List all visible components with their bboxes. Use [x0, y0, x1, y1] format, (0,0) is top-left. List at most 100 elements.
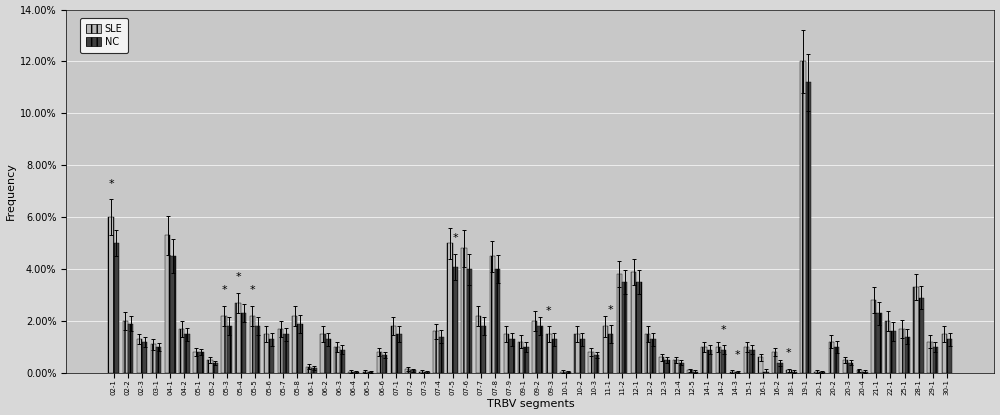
Bar — [179, 329, 184, 373]
Bar — [433, 332, 439, 373]
Bar — [617, 274, 622, 373]
Bar — [137, 339, 142, 373]
Bar — [834, 347, 839, 373]
Bar — [650, 339, 656, 373]
Bar — [523, 347, 529, 373]
Bar — [933, 347, 938, 373]
Bar — [777, 363, 783, 373]
Bar — [128, 324, 133, 373]
Bar — [184, 334, 190, 373]
Bar — [326, 339, 331, 373]
Bar — [467, 269, 472, 373]
Bar — [165, 235, 170, 373]
Bar — [419, 372, 424, 373]
Bar — [142, 342, 147, 373]
Bar — [382, 355, 387, 373]
Text: *: * — [721, 325, 726, 334]
Bar — [227, 326, 232, 373]
Text: *: * — [108, 179, 114, 189]
Bar — [461, 249, 467, 373]
Text: *: * — [453, 233, 458, 243]
Bar — [603, 326, 608, 373]
Text: *: * — [608, 305, 613, 315]
Bar — [170, 256, 176, 373]
Bar — [297, 324, 303, 373]
Bar — [495, 269, 500, 373]
Bar — [716, 347, 721, 373]
Bar — [763, 372, 769, 373]
Bar — [594, 355, 599, 373]
Bar — [693, 372, 698, 373]
Bar — [405, 369, 410, 373]
Bar — [264, 334, 269, 373]
Bar — [673, 360, 679, 373]
Bar — [193, 352, 198, 373]
Bar — [348, 372, 354, 373]
Bar — [871, 300, 876, 373]
Bar — [108, 217, 114, 373]
Bar — [537, 326, 543, 373]
Bar — [410, 371, 416, 373]
Bar — [574, 334, 580, 373]
Bar — [857, 371, 862, 373]
Bar — [518, 342, 523, 373]
Bar — [792, 372, 797, 373]
Bar — [269, 339, 274, 373]
Bar — [772, 352, 777, 373]
Bar — [283, 334, 289, 373]
X-axis label: TRBV segments: TRBV segments — [487, 400, 574, 410]
Bar — [947, 339, 952, 373]
Bar — [255, 326, 260, 373]
Bar — [235, 303, 241, 373]
Bar — [447, 243, 453, 373]
Bar — [636, 282, 642, 373]
Bar — [320, 334, 326, 373]
Text: *: * — [235, 272, 241, 282]
Bar — [221, 316, 227, 373]
Bar — [622, 282, 627, 373]
Bar — [588, 352, 594, 373]
Bar — [890, 332, 896, 373]
Bar — [730, 372, 735, 373]
Bar — [913, 287, 919, 373]
Bar — [800, 61, 806, 373]
Bar — [292, 316, 297, 373]
Bar — [213, 363, 218, 373]
Bar — [114, 243, 119, 373]
Bar — [377, 352, 382, 373]
Bar — [368, 372, 373, 373]
Bar — [250, 316, 255, 373]
Bar — [306, 366, 311, 373]
Bar — [311, 368, 317, 373]
Bar — [156, 347, 161, 373]
Legend: SLE, NC: SLE, NC — [80, 18, 128, 53]
Bar — [806, 82, 811, 373]
Bar — [396, 334, 402, 373]
Bar — [453, 266, 458, 373]
Bar — [334, 347, 340, 373]
Bar — [552, 339, 557, 373]
Bar — [439, 337, 444, 373]
Bar — [198, 352, 204, 373]
Bar — [645, 334, 650, 373]
Bar — [340, 350, 345, 373]
Bar — [919, 298, 924, 373]
Bar — [580, 339, 585, 373]
Bar — [546, 334, 552, 373]
Bar — [786, 371, 792, 373]
Bar — [942, 334, 947, 373]
Bar — [687, 371, 693, 373]
Bar — [927, 342, 933, 373]
Bar — [532, 321, 537, 373]
Bar — [664, 360, 670, 373]
Y-axis label: Frequency: Frequency — [6, 162, 16, 220]
Bar — [391, 326, 396, 373]
Bar — [735, 372, 740, 373]
Bar — [843, 360, 848, 373]
Bar — [207, 360, 213, 373]
Text: *: * — [249, 285, 255, 295]
Bar — [814, 372, 820, 373]
Bar — [744, 347, 749, 373]
Bar — [241, 313, 246, 373]
Bar — [608, 334, 613, 373]
